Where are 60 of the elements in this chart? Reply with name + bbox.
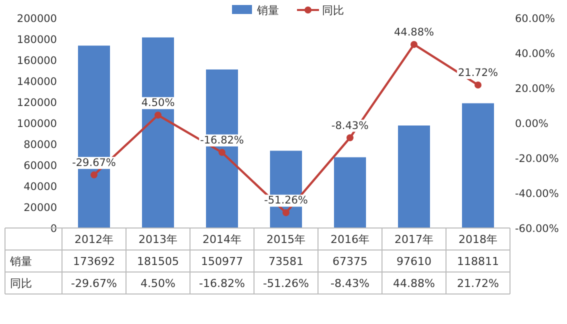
- data-label: 97610: [396, 255, 432, 268]
- x-tick-label: 2012年: [74, 233, 114, 246]
- point: [90, 171, 98, 178]
- y2-tick-label: 40.00%: [515, 48, 556, 60]
- y-tick-label: 40000: [24, 181, 57, 193]
- bar: [142, 37, 174, 228]
- x-tick-label: 2018年: [458, 233, 498, 246]
- legend-label: 销量: [256, 4, 279, 17]
- text: -51.26%: [264, 194, 308, 207]
- y-tick-label: 120000: [16, 97, 57, 109]
- point: [410, 40, 418, 48]
- y2-tick-label: 60.00%: [515, 13, 556, 25]
- data-label: -51.26%: [263, 277, 309, 290]
- point: [282, 209, 290, 216]
- text: 销量: [10, 255, 32, 268]
- point: [218, 148, 226, 156]
- y2-tick-label: 0.00%: [515, 118, 548, 130]
- y-tick-label: 160000: [16, 55, 57, 67]
- x-tick-label: 2014年: [202, 233, 242, 246]
- y-tick-label: 100000: [16, 118, 57, 130]
- text: 21.72%: [458, 66, 498, 79]
- bar: [398, 126, 430, 228]
- y-tick-label: 200000: [16, 13, 57, 25]
- data-label: 150977: [201, 255, 243, 268]
- text: 同比: [10, 277, 32, 290]
- y2-tick-label: -60.00%: [515, 223, 559, 235]
- text: -16.82%: [200, 134, 244, 146]
- text: 4.50%: [141, 97, 175, 110]
- bar: [462, 103, 494, 228]
- x-tick-label: 2017年: [394, 233, 434, 246]
- point: [154, 112, 162, 119]
- y-tick-label: 20000: [24, 202, 57, 214]
- x-tick-label: 2016年: [330, 233, 370, 246]
- y-tick-label: 80000: [24, 139, 57, 151]
- y-tick-label: 140000: [16, 76, 57, 88]
- point: [474, 81, 482, 88]
- data-label: 4.50%: [140, 277, 176, 290]
- data-label: -16.82%: [199, 277, 245, 290]
- bar: [334, 157, 366, 228]
- data-label: 173692: [73, 255, 115, 268]
- text: -29.67%: [72, 156, 116, 169]
- data-label: 118811: [457, 255, 499, 268]
- legend-label: 同比: [322, 4, 344, 17]
- x-tick-label: 2015年: [266, 233, 306, 246]
- data-label: 21.72%: [457, 277, 499, 290]
- text: 44.88%: [394, 26, 434, 38]
- data-label: 181505: [137, 255, 179, 268]
- text: -8.43%: [331, 120, 369, 132]
- y2-tick-label: 20.00%: [515, 83, 556, 95]
- y-tick-label: 60000: [24, 160, 57, 172]
- y2-tick-label: -40.00%: [515, 188, 559, 200]
- data-label: -8.43%: [330, 277, 370, 290]
- y-tick-label: 180000: [16, 34, 57, 46]
- data-label: 44.88%: [393, 277, 435, 290]
- data-label: 67375: [332, 255, 368, 268]
- point: [346, 134, 354, 142]
- data-label: 73581: [268, 255, 304, 268]
- data-label: -29.67%: [71, 277, 117, 290]
- y2-tick-label: -20.00%: [515, 153, 559, 165]
- x-tick-label: 2013年: [138, 233, 178, 246]
